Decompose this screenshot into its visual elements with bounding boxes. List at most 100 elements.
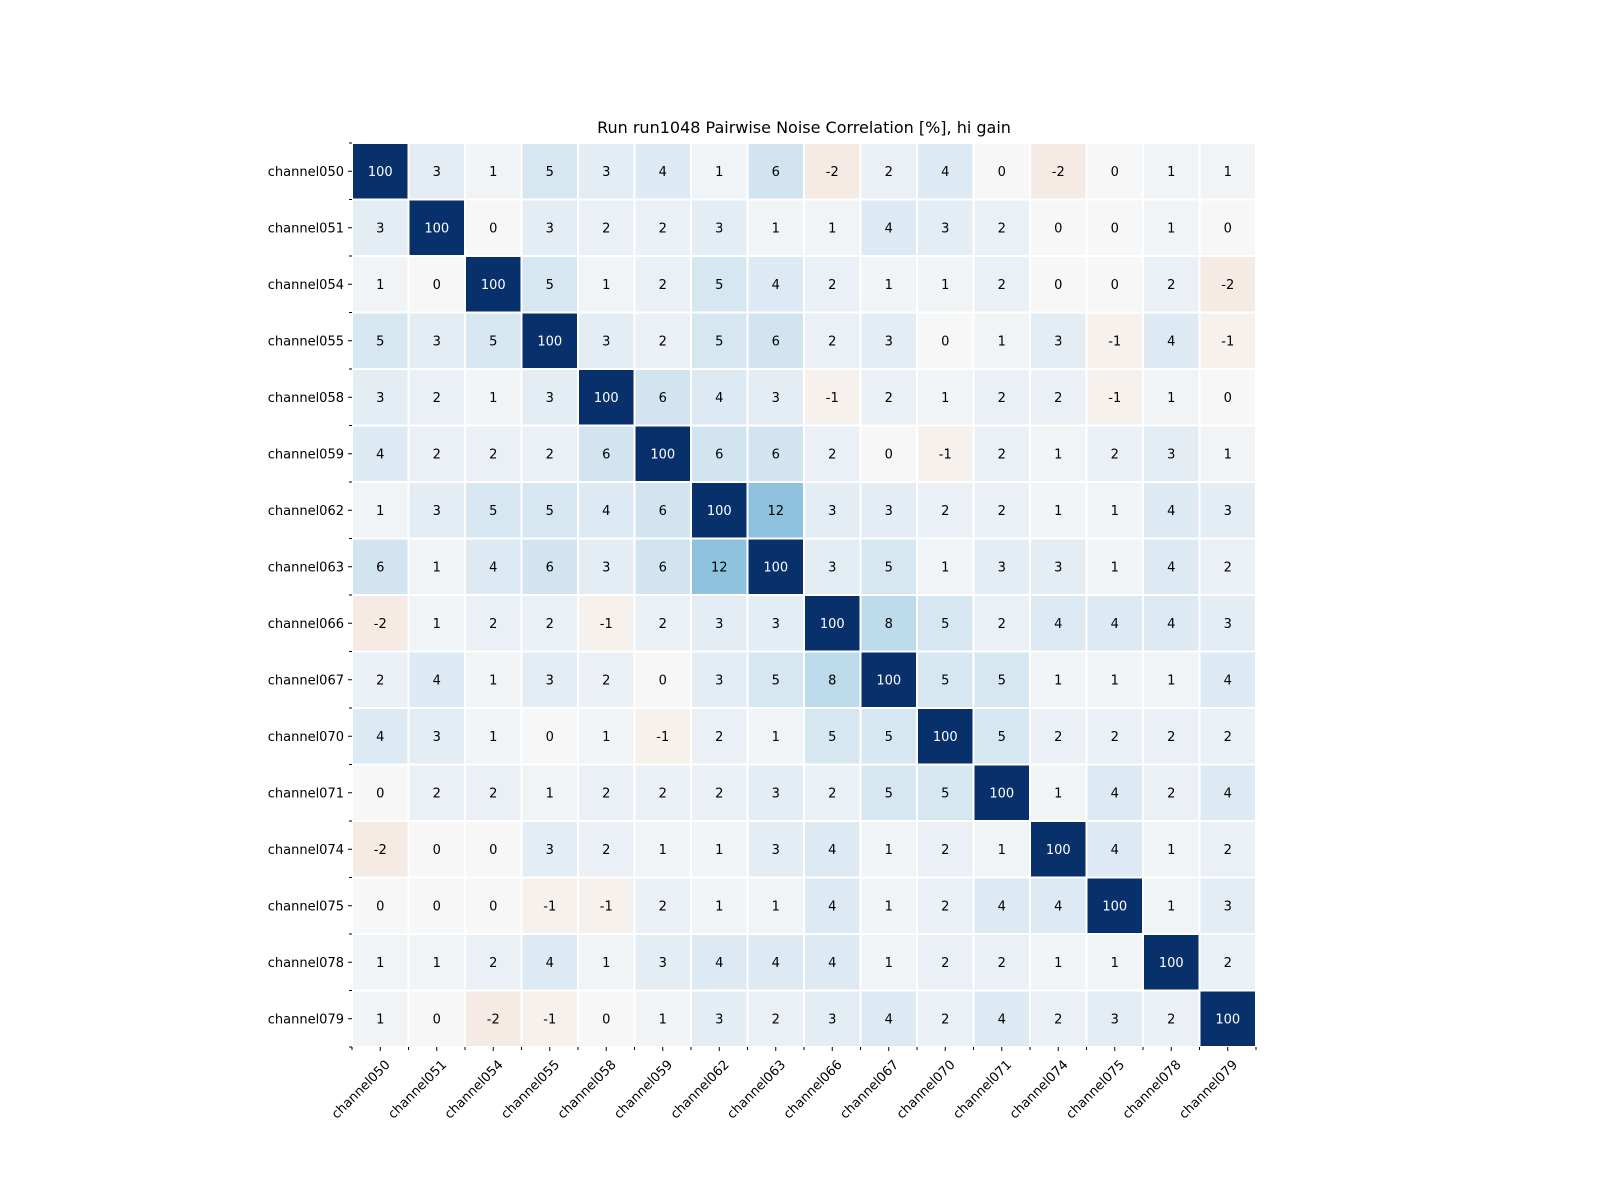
heatmap-cell bbox=[466, 991, 521, 1046]
cell-value-label: 4 bbox=[885, 1012, 893, 1027]
y-tick-label: channel070 bbox=[268, 730, 344, 745]
x-tick-label: channel066 bbox=[781, 1058, 846, 1123]
cell-value-label: 1 bbox=[885, 899, 893, 914]
x-tick-label: channel058 bbox=[555, 1058, 620, 1123]
cell-value-label: 0 bbox=[1111, 278, 1119, 293]
heatmap-cell bbox=[692, 483, 747, 538]
cell-value-label: 1 bbox=[489, 673, 497, 688]
y-tick-label: channel071 bbox=[268, 786, 344, 801]
cell-value-label: 0 bbox=[1224, 221, 1232, 236]
heatmap-cell bbox=[1031, 539, 1086, 594]
cell-value-label: 4 bbox=[772, 956, 780, 971]
cell-value-label: 0 bbox=[998, 165, 1006, 180]
x-tick-label: channel062 bbox=[668, 1058, 733, 1123]
cell-value-label: 6 bbox=[715, 447, 723, 462]
cell-value-label: 3 bbox=[772, 843, 780, 858]
heatmap-cell bbox=[692, 822, 747, 877]
cell-value-label: 1 bbox=[1054, 956, 1062, 971]
y-tick-label: channel079 bbox=[268, 1012, 344, 1027]
cell-value-label: 1 bbox=[772, 899, 780, 914]
heatmap-cell bbox=[918, 652, 973, 707]
cell-value-label: 4 bbox=[659, 165, 667, 180]
cell-value-label: 6 bbox=[659, 560, 667, 575]
heatmap-cell bbox=[805, 539, 860, 594]
heatmap-cell bbox=[692, 426, 747, 481]
heatmap-cell bbox=[579, 878, 634, 933]
cell-value-label: 3 bbox=[772, 391, 780, 406]
cell-value-label: 1 bbox=[885, 278, 893, 293]
cell-value-label: 4 bbox=[489, 560, 497, 575]
x-tick-label: channel050 bbox=[329, 1058, 394, 1123]
heatmap-cell bbox=[1087, 370, 1142, 425]
heatmap-cell bbox=[974, 709, 1029, 764]
cell-value-label: 4 bbox=[998, 899, 1006, 914]
cell-value-label: 1 bbox=[941, 560, 949, 575]
heatmap-cell bbox=[918, 426, 973, 481]
cell-value-label: 2 bbox=[1054, 391, 1062, 406]
heatmap-cell bbox=[692, 596, 747, 651]
cell-value-label: 2 bbox=[433, 391, 441, 406]
cell-value-label: 4 bbox=[828, 899, 836, 914]
heatmap-cell bbox=[748, 596, 803, 651]
cell-value-label: 1 bbox=[1054, 504, 1062, 519]
heatmap-cell bbox=[466, 878, 521, 933]
heatmap-cell bbox=[748, 313, 803, 368]
heatmap-cell bbox=[861, 144, 916, 199]
y-tick-label: channel078 bbox=[268, 956, 344, 971]
heatmap-cell bbox=[1144, 878, 1199, 933]
cell-value-label: 4 bbox=[772, 278, 780, 293]
cell-value-label: 2 bbox=[433, 447, 441, 462]
cell-value-label: 3 bbox=[998, 560, 1006, 575]
cell-value-label: 3 bbox=[433, 504, 441, 519]
heatmap-cell bbox=[861, 539, 916, 594]
heatmap-cell bbox=[1200, 426, 1255, 481]
cell-value-label: 6 bbox=[546, 560, 554, 575]
heatmap-cell bbox=[918, 878, 973, 933]
cell-value-label: -2 bbox=[487, 1012, 500, 1027]
heatmap-cell bbox=[409, 822, 464, 877]
cell-value-label: 3 bbox=[433, 165, 441, 180]
cell-value-label: 3 bbox=[715, 221, 723, 236]
heatmap-cell bbox=[861, 313, 916, 368]
heatmap-cell bbox=[1087, 991, 1142, 1046]
cell-value-label: 1 bbox=[715, 843, 723, 858]
cell-value-label: 1 bbox=[1167, 221, 1175, 236]
cell-value-label: 3 bbox=[1224, 617, 1232, 632]
cell-value-label: 5 bbox=[998, 673, 1006, 688]
heatmap-cell bbox=[861, 370, 916, 425]
heatmap-cell bbox=[635, 370, 690, 425]
heatmap-cell bbox=[861, 709, 916, 764]
heatmap-cell bbox=[918, 709, 973, 764]
cell-value-label: 6 bbox=[772, 334, 780, 349]
cell-value-label: 3 bbox=[1054, 334, 1062, 349]
cell-value-label: 3 bbox=[659, 956, 667, 971]
heatmap-cell bbox=[1144, 426, 1199, 481]
heatmap-cell bbox=[974, 370, 1029, 425]
heatmap-cell bbox=[692, 991, 747, 1046]
heatmap-cell bbox=[692, 370, 747, 425]
heatmap-cell bbox=[748, 200, 803, 255]
heatmap-cell bbox=[409, 257, 464, 312]
cell-value-label: 2 bbox=[546, 447, 554, 462]
heatmap-cell bbox=[522, 709, 577, 764]
heatmap-cell bbox=[466, 200, 521, 255]
cell-value-label: 4 bbox=[1111, 786, 1119, 801]
heatmap-cell bbox=[522, 370, 577, 425]
heatmap-cell bbox=[692, 144, 747, 199]
cell-value-label: 4 bbox=[376, 730, 384, 745]
heatmap-cell bbox=[1031, 200, 1086, 255]
cell-value-label: 8 bbox=[885, 617, 893, 632]
heatmap-cell bbox=[861, 652, 916, 707]
heatmap-cell bbox=[1200, 596, 1255, 651]
cell-value-label: 5 bbox=[546, 278, 554, 293]
heatmap-cell bbox=[1144, 539, 1199, 594]
x-tick-label: channel079 bbox=[1176, 1058, 1241, 1123]
heatmap-cell bbox=[1087, 596, 1142, 651]
cell-value-label: 3 bbox=[546, 221, 554, 236]
cell-value-label: 3 bbox=[546, 843, 554, 858]
heatmap-cell bbox=[1087, 935, 1142, 990]
cell-value-label: 2 bbox=[1167, 1012, 1175, 1027]
heatmap-cell bbox=[918, 144, 973, 199]
heatmap-cell bbox=[1144, 144, 1199, 199]
cell-value-label: 4 bbox=[828, 843, 836, 858]
